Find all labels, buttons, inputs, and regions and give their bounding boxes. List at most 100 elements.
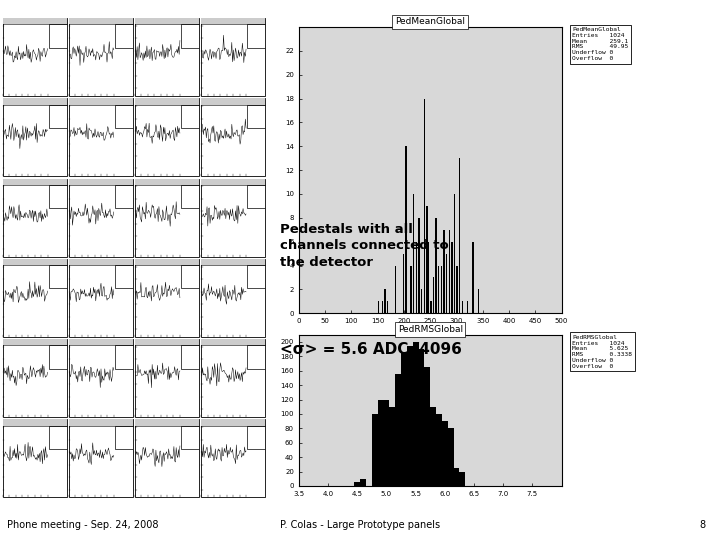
Bar [377, 400, 381, 486]
Bar [135, 420, 199, 497]
Bar [69, 98, 133, 176]
Bar [135, 179, 199, 185]
Bar [3, 259, 67, 337]
Bar [3, 179, 67, 256]
Bar [181, 185, 199, 208]
Bar [115, 105, 133, 128]
Bar [456, 266, 458, 313]
Bar [3, 420, 67, 497]
Bar [472, 241, 474, 313]
Text: P. Colas - Large Prototype panels: P. Colas - Large Prototype panels [280, 520, 440, 530]
Bar [430, 407, 433, 486]
Bar [201, 98, 265, 105]
Bar [421, 349, 424, 486]
Bar [424, 367, 427, 486]
Bar [135, 98, 199, 176]
Bar [69, 98, 133, 105]
Bar [421, 289, 423, 313]
Bar [49, 426, 67, 449]
Bar [402, 254, 404, 313]
Bar [135, 179, 199, 256]
Bar [49, 346, 67, 369]
Bar [444, 230, 445, 313]
Text: Pedestals with all
channels connected to
the detector: Pedestals with all channels connected to… [280, 222, 449, 269]
Bar [248, 185, 265, 208]
Bar [248, 24, 265, 48]
Bar [445, 421, 448, 486]
Bar [201, 18, 265, 24]
Title: PedMeanGlobal: PedMeanGlobal [395, 17, 465, 26]
Bar [427, 367, 430, 486]
Bar [135, 18, 199, 24]
Bar [374, 414, 377, 486]
Bar [438, 266, 439, 313]
Bar [423, 98, 425, 313]
Bar [433, 407, 436, 486]
Bar [415, 241, 417, 313]
Bar [69, 259, 133, 337]
Bar [456, 468, 459, 486]
Bar [115, 185, 133, 208]
Bar [439, 414, 442, 486]
Text: PedMeanGlobal
Entries   1024
Mean      259.1
RMS       49.95
Underflow 0
Overflo: PedMeanGlobal Entries 1024 Mean 259.1 RM… [572, 27, 629, 61]
Bar [357, 482, 360, 486]
Bar [477, 289, 479, 313]
Bar [115, 265, 133, 288]
Bar [462, 301, 463, 313]
Text: 8: 8 [699, 520, 706, 530]
Bar [459, 158, 460, 313]
Bar [115, 426, 133, 449]
Bar [3, 179, 67, 185]
Bar [442, 421, 445, 486]
Bar [454, 468, 456, 486]
Bar [363, 479, 366, 486]
Bar [181, 346, 199, 369]
Bar [181, 265, 199, 288]
Bar [413, 342, 415, 486]
Bar [201, 339, 265, 417]
Bar [69, 179, 133, 256]
Bar [415, 342, 418, 486]
Bar [454, 194, 455, 313]
Bar [410, 346, 413, 486]
Bar [407, 346, 410, 486]
Bar [69, 18, 133, 24]
Bar [201, 259, 265, 337]
Bar [3, 339, 67, 346]
Bar [248, 105, 265, 128]
Bar [135, 259, 199, 265]
Bar [401, 353, 404, 486]
Bar [3, 259, 67, 265]
Bar [3, 420, 67, 426]
Bar [459, 471, 462, 486]
Bar [201, 339, 265, 346]
Bar [201, 18, 265, 96]
Bar [181, 24, 199, 48]
Bar [395, 374, 398, 486]
Bar [441, 266, 442, 313]
Bar [384, 289, 385, 313]
Bar [115, 24, 133, 48]
Bar [398, 374, 401, 486]
Bar [436, 414, 439, 486]
Bar [181, 105, 199, 128]
Bar [201, 420, 265, 497]
Bar [135, 339, 199, 346]
Bar [418, 349, 421, 486]
Bar [462, 471, 465, 486]
Bar [392, 407, 395, 486]
Bar [395, 266, 396, 313]
Bar [354, 482, 357, 486]
Bar [436, 218, 437, 313]
Bar [418, 218, 420, 313]
Bar [451, 428, 454, 486]
Bar [384, 400, 387, 486]
Bar [201, 420, 265, 426]
Title: PedRMSGlobal: PedRMSGlobal [397, 325, 463, 334]
Bar [69, 339, 133, 417]
Bar [377, 301, 379, 313]
Bar [382, 301, 383, 313]
Text: <σ> = 5.6 ADC /4096: <σ> = 5.6 ADC /4096 [280, 342, 462, 357]
Bar [49, 105, 67, 128]
Bar [372, 414, 374, 486]
